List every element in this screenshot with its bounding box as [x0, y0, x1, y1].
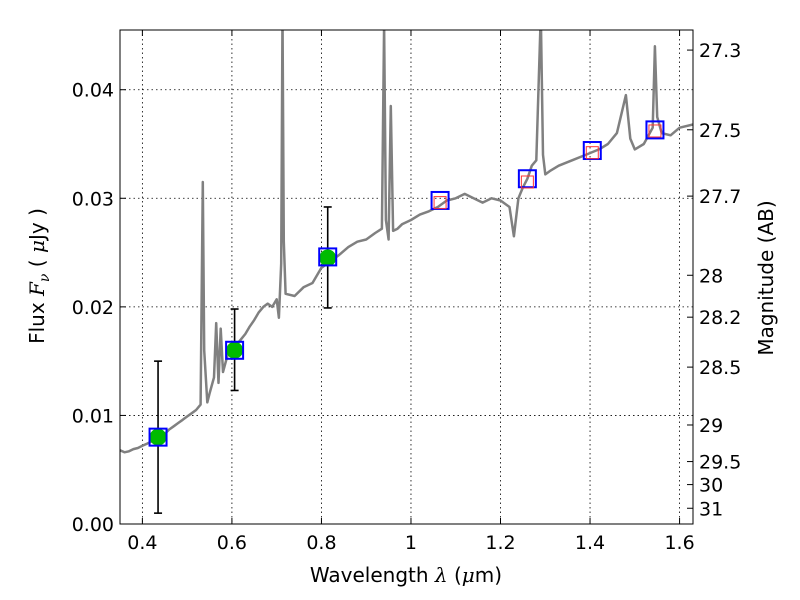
y-tick-label: 0.02: [72, 297, 114, 319]
y2-tick-label: 27.3: [699, 40, 741, 62]
y-tick-label: 0.04: [72, 80, 114, 102]
x-tick-label: 0.6: [217, 532, 247, 554]
grid: [120, 30, 693, 525]
upper-limit-square: [433, 196, 447, 210]
observed-flux-point: [319, 249, 337, 267]
ticks: 0.4 0.6 0.8 1 1.2 1.4 1.6 0.00 0.01 0.02 0.03 0.04 2…: [72, 30, 741, 554]
points-layer: [148, 120, 665, 514]
x-tick-label: 0.4: [127, 532, 157, 554]
y-axis-label: Flux Fν ( μJy ): [25, 208, 53, 344]
upper-limit-square: [585, 146, 599, 160]
y-tick-label: 0.01: [72, 405, 114, 427]
x-tick-label: 1.4: [575, 532, 605, 554]
series-layer: [120, 30, 693, 454]
observed-flux-point: [226, 341, 244, 359]
y2-axis-label: Magnitude (AB): [754, 200, 778, 355]
x-tick-label: 0.8: [306, 532, 336, 554]
y2-tick-label: 28: [699, 265, 723, 287]
y-tick-label: 0.00: [72, 514, 114, 536]
y2-tick-label: 28.5: [699, 357, 741, 379]
y2-tick-label: 31: [699, 498, 723, 520]
x-tick-label: 1: [405, 532, 417, 554]
x-tick-label: 1.6: [664, 532, 694, 554]
upper-limit-square: [648, 124, 662, 138]
y2-tick-label: 27.5: [699, 120, 741, 142]
x-axis-label: Wavelength λ (μm): [310, 563, 502, 587]
y-tick-label: 0.03: [72, 188, 114, 210]
y2-tick-label: 29.5: [699, 452, 741, 474]
y2-tick-label: 30: [699, 475, 723, 497]
observed-flux-point: [149, 428, 167, 446]
model-flux-square: [318, 247, 338, 267]
upper-limit-square: [520, 175, 534, 189]
y2-tick-label: 29: [699, 415, 723, 437]
model-flux-square: [517, 169, 537, 189]
model-flux-square: [645, 120, 665, 140]
model-flux-square: [148, 427, 168, 447]
plot-frame: [119, 29, 694, 525]
y2-tick-label: 27.7: [699, 186, 741, 208]
x-tick-label: 1.2: [485, 532, 515, 554]
model-flux-square: [225, 340, 245, 360]
y2-tick-label: 28.2: [699, 307, 741, 329]
spectrum-line: [120, 30, 693, 454]
